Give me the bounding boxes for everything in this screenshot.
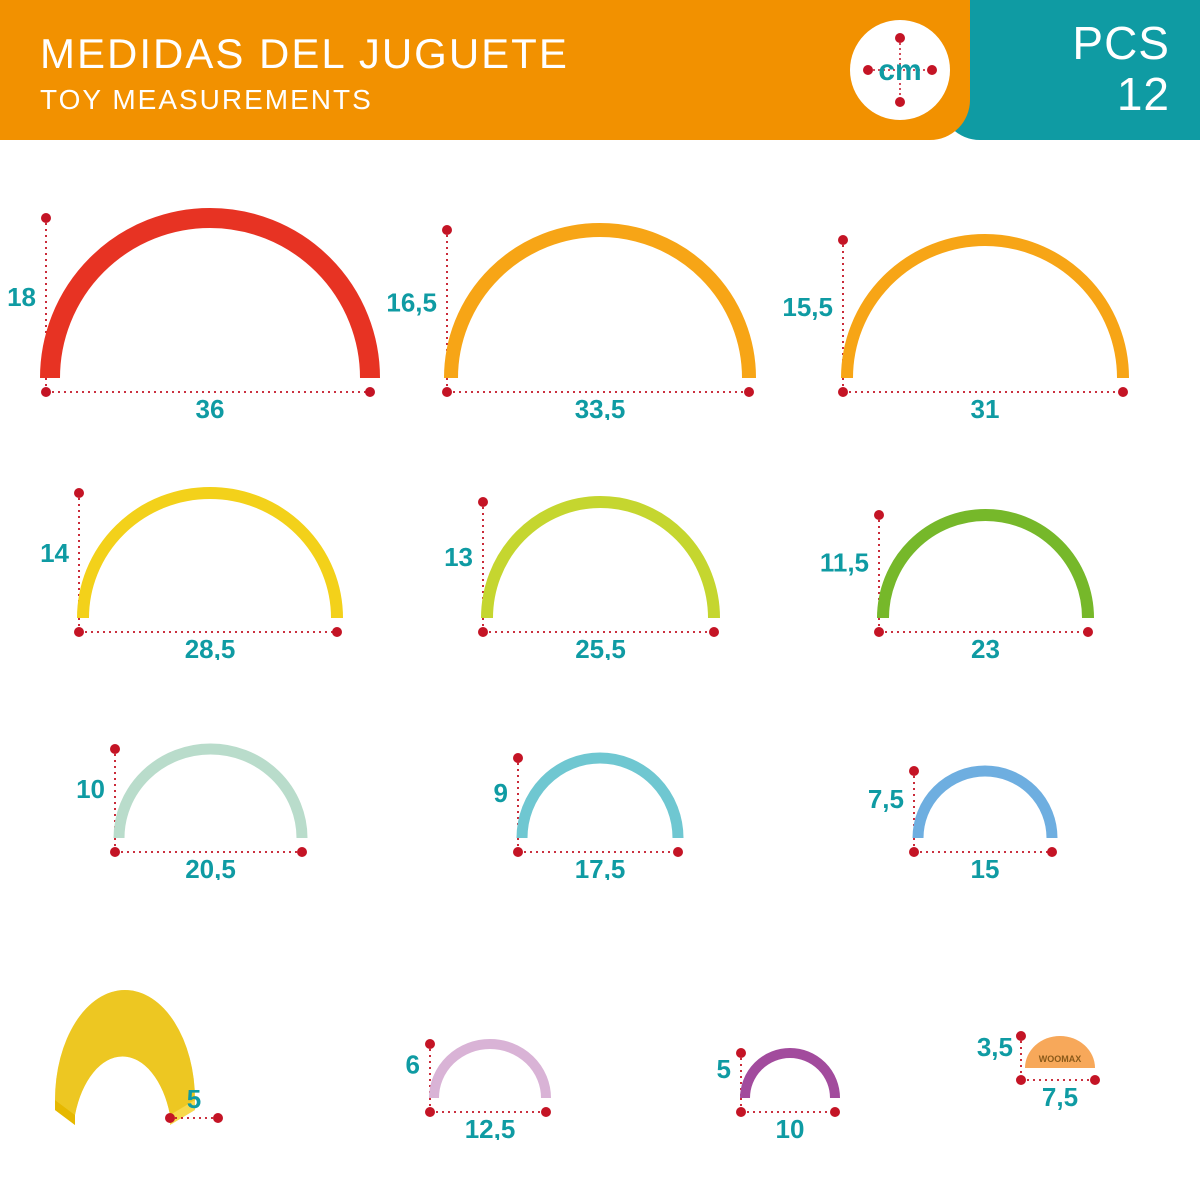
arc-piece: 6 12,5 [369, 940, 556, 1140]
svg-text:6: 6 [406, 1050, 420, 1080]
svg-text:WOOMAX: WOOMAX [1039, 1054, 1082, 1064]
header-teal-panel: PCS 12 [940, 0, 1200, 140]
svg-text:18: 18 [7, 282, 36, 312]
arc-piece: 7,5 15 [853, 680, 1062, 880]
svg-text:14: 14 [40, 538, 69, 568]
svg-text:10: 10 [776, 1114, 805, 1140]
arc-piece: 15,5 31 [782, 170, 1133, 420]
svg-text:7,5: 7,5 [868, 784, 904, 814]
arc-piece: 5 10 [680, 940, 845, 1140]
measurements-grid: 18 36 16,5 33,5 15,5 31 [0, 170, 1200, 1180]
arc-piece: 10 20,5 [54, 680, 312, 880]
svg-text:5: 5 [187, 1084, 201, 1114]
pcs-count: 12 [1072, 67, 1170, 121]
cm-badge: cm [850, 20, 950, 120]
svg-text:cm: cm [878, 54, 921, 87]
arc-piece: 14 28,5 [18, 430, 347, 660]
svg-text:7,5: 7,5 [1042, 1082, 1078, 1112]
arc-piece: 13 25,5 [422, 430, 724, 660]
svg-text:28,5: 28,5 [185, 634, 236, 660]
svg-text:11,5: 11,5 [819, 548, 868, 578]
arc-piece: 18 36 [0, 170, 380, 420]
svg-text:10: 10 [76, 774, 105, 804]
half-dome-piece: WOOMAX 3,5 7,5 [960, 940, 1115, 1140]
svg-text:12,5: 12,5 [465, 1114, 516, 1140]
svg-text:15: 15 [971, 854, 1000, 880]
svg-text:13: 13 [444, 542, 473, 572]
svg-text:36: 36 [196, 394, 225, 420]
title-en: TOY MEASUREMENTS [40, 84, 930, 116]
svg-text:9: 9 [494, 778, 508, 808]
thickness-piece: 5 [20, 940, 280, 1140]
header-orange-panel: MEDIDAS DEL JUGUETE TOY MEASUREMENTS [0, 0, 970, 140]
svg-text:20,5: 20,5 [185, 854, 236, 880]
svg-text:15,5: 15,5 [782, 292, 833, 322]
svg-text:16,5: 16,5 [386, 287, 437, 317]
svg-text:25,5: 25,5 [575, 634, 626, 660]
svg-text:31: 31 [971, 394, 1000, 420]
arc-piece: 16,5 33,5 [386, 170, 759, 420]
svg-text:5: 5 [717, 1054, 731, 1084]
svg-text:23: 23 [971, 634, 1000, 660]
arc-piece: 9 17,5 [457, 680, 688, 880]
svg-text:33,5: 33,5 [575, 394, 626, 420]
title-es: MEDIDAS DEL JUGUETE [40, 30, 930, 78]
svg-text:17,5: 17,5 [575, 854, 626, 880]
pcs-label: PCS [1072, 19, 1170, 67]
arc-piece: 11,5 23 [818, 430, 1098, 660]
svg-text:3,5: 3,5 [977, 1032, 1013, 1062]
header: PCS 12 MEDIDAS DEL JUGUETE TOY MEASUREME… [0, 0, 1200, 140]
